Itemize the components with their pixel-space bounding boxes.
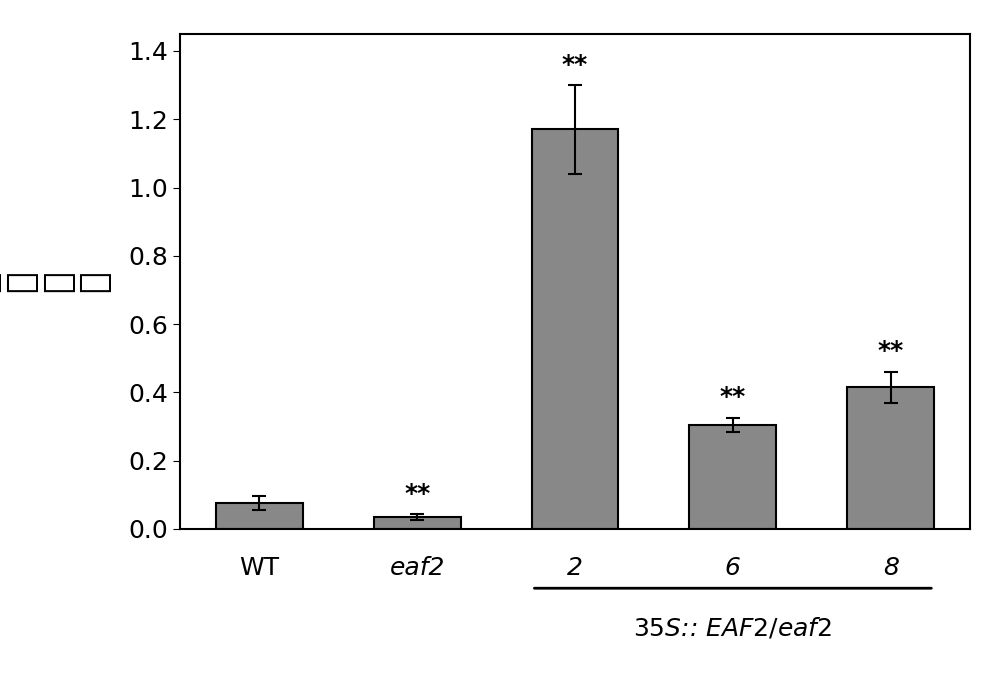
- Bar: [532, 129, 618, 529]
- Bar: [374, 517, 461, 529]
- Text: 2: 2: [567, 556, 583, 580]
- Text: $35S$:: $EAF2/eaf2$: $35S$:: $EAF2/eaf2$: [633, 616, 832, 641]
- Bar: [216, 503, 303, 529]
- Text: **: **: [720, 385, 746, 410]
- Text: WT: WT: [239, 556, 279, 580]
- Y-axis label: 相
对
表
达
量: 相 对 表 达 量: [0, 271, 112, 292]
- Bar: [689, 424, 776, 529]
- Text: 6: 6: [725, 556, 741, 580]
- Bar: [847, 387, 934, 529]
- Text: **: **: [562, 53, 588, 77]
- Text: **: **: [878, 339, 904, 363]
- Text: eaf2: eaf2: [389, 556, 445, 580]
- Text: 8: 8: [883, 556, 899, 580]
- Text: **: **: [404, 481, 430, 506]
